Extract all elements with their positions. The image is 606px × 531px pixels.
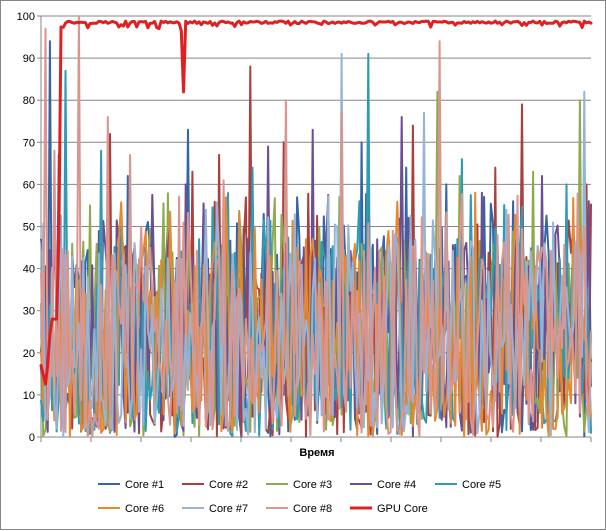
series-lines [39,15,593,438]
y-tick-label: 50 [23,222,35,234]
legend-item: Core #7 [182,503,248,515]
legend-label: Core #7 [209,503,248,515]
legend-item: Core #3 [266,479,332,491]
y-tick-label: 40 [23,264,35,276]
series-line-8 [40,15,592,438]
legend-item: Core #1 [98,479,164,491]
legend-item: Core #8 [266,503,332,515]
y-tick-label: 100 [17,11,35,23]
legend-label: Core #1 [125,479,164,491]
y-tick-label: 0 [29,432,35,444]
y-tick-label: 70 [23,137,35,149]
x-axis-title: Время [299,447,334,459]
legend-label: Core #2 [209,479,248,491]
y-tick-label: 20 [23,348,35,360]
legend-item: Core #2 [182,479,248,491]
legend: Core #1 Core #2 Core #3 Core #4 Core #5 Core … [98,479,501,515]
legend-item: Core #6 [98,503,164,515]
legend-label: Core #6 [125,503,164,515]
legend-label: Core #5 [462,479,501,491]
legend-item: Core #5 [435,479,501,491]
legend-label: Core #8 [293,503,332,515]
legend-label: Core #3 [293,479,332,491]
y-tick-label: 10 [23,390,35,402]
y-axis-tick-labels: 0 10 20 30 40 50 60 70 80 90 100 [17,11,35,444]
series-line-9 [39,19,593,386]
y-tick-label: 90 [23,53,35,65]
legend-item: Core #4 [350,479,416,491]
y-tick-label: 80 [23,95,35,107]
y-tick-label: 60 [23,179,35,191]
legend-label: Core #4 [377,479,416,491]
y-tick-label: 30 [23,306,35,318]
legend-label: GPU Core [377,503,428,515]
legend-item: GPU Core [350,503,428,515]
